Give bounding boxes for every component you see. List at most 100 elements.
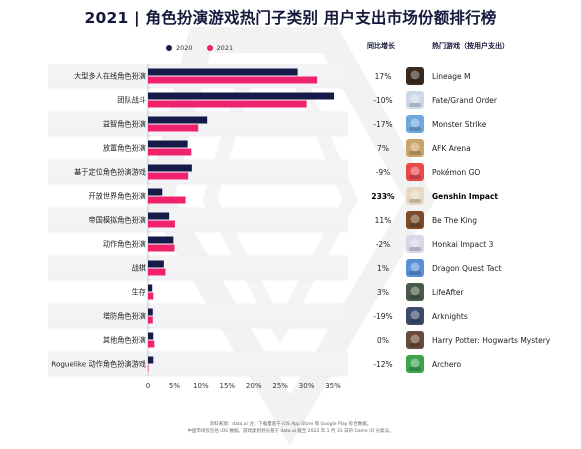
game-name: Monster Strike [432, 120, 487, 129]
category-label: 团队战斗 [117, 96, 146, 105]
bar-2021 [148, 124, 199, 132]
category-label: 塔防角色扮演 [103, 312, 146, 321]
row-band [48, 160, 348, 184]
page-title: 2021 | 角色扮演游戏热门子类别 用户支出市场份额排行榜 [84, 9, 497, 27]
genshin-impact-icon [406, 187, 424, 205]
game-name: Pokémon GO [432, 168, 481, 177]
category-label: 动作角色扮演 [103, 240, 146, 249]
games-header: 热门游戏（按用户支出） [432, 42, 509, 50]
game-name: Dragon Quest Tact [432, 264, 502, 273]
category-label: 益智角色扮演 [103, 120, 146, 129]
row-band [48, 64, 348, 88]
legend-item-2021: 2021 [206, 44, 234, 52]
x-tick-label: 0 [146, 382, 150, 390]
bar-2021 [148, 148, 192, 156]
bar-2021 [148, 364, 149, 372]
game-name: Honkai Impact 3 [432, 240, 494, 249]
bar-2021 [148, 76, 318, 84]
growth-value: 7% [377, 144, 389, 153]
category-label: 大型多人在线角色扮演 [74, 72, 146, 81]
legend-swatch-2020 [166, 45, 172, 51]
row-band [48, 112, 348, 136]
growth-value: -12% [373, 360, 393, 369]
bar-2020 [148, 212, 170, 220]
bar-2021 [148, 172, 189, 180]
game-name: AFK Arena [432, 144, 471, 153]
category-label: Roguelike 动作角色扮演游戏 [51, 360, 146, 369]
growth-value: 17% [374, 72, 392, 81]
x-tick-label: 30% [299, 382, 315, 390]
game-name: Fate/Grand Order [432, 96, 498, 105]
source-note-line-1: 资料来源：data.ai 注：下载量基于 iOS App Store 和 Goo… [209, 422, 372, 427]
harry-potter-icon [406, 331, 424, 349]
category-label: 生存 [132, 288, 146, 297]
bar-2020 [148, 68, 298, 76]
game-name: Be The King [432, 216, 477, 225]
legend-label-2021: 2021 [216, 44, 234, 52]
bar-2020 [148, 308, 153, 316]
bar-2021 [148, 316, 153, 324]
growth-value: 3% [377, 288, 389, 297]
bar-2020 [148, 116, 208, 124]
row-band [48, 256, 348, 280]
bar-2021 [148, 292, 154, 300]
x-tick-label: 10% [193, 382, 209, 390]
category-label: 基于定位角色扮演游戏 [74, 168, 146, 177]
bar-2020 [148, 260, 164, 268]
growth-value: 1% [377, 264, 389, 273]
bar-2021 [148, 196, 186, 204]
category-label: 战棋 [132, 264, 146, 273]
game-name: Archero [432, 360, 462, 369]
fate-grand-order-icon [406, 91, 424, 109]
growth-value: -10% [373, 96, 393, 105]
be-the-king-icon [406, 211, 424, 229]
bar-2021 [148, 340, 155, 348]
growth-value: 11% [374, 216, 392, 225]
growth-header: 同比增长 [367, 42, 395, 50]
growth-value: -19% [373, 312, 393, 321]
category-label: 开放世界角色扮演 [88, 192, 146, 201]
bar-2020 [148, 356, 154, 364]
growth-value: -17% [373, 120, 393, 129]
bar-2021 [148, 220, 175, 228]
row-band [48, 352, 348, 376]
game-name: Genshin Impact [432, 192, 498, 201]
x-tick-label: 20% [246, 382, 262, 390]
bar-2021 [148, 244, 175, 252]
game-name: Arknights [432, 312, 468, 321]
legend: 2020 2021 [166, 44, 233, 52]
growth-value: -2% [375, 240, 391, 249]
bar-2020 [148, 332, 154, 340]
legend-label-2020: 2020 [176, 44, 193, 52]
legend-swatch-2021 [206, 45, 213, 51]
lineage-m-icon [406, 67, 424, 85]
game-name: Harry Potter: Hogwarts Mystery [432, 336, 551, 345]
honkai-impact-3-icon [406, 235, 424, 253]
bar-2020 [148, 188, 163, 196]
category-label: 放置角色扮演 [103, 144, 146, 153]
row-band [48, 208, 348, 232]
archero-icon [406, 355, 424, 373]
afk-arena-icon [406, 139, 424, 157]
bar-2020 [148, 92, 335, 100]
growth-value: 0% [377, 336, 389, 345]
game-name: Lineage M [432, 72, 471, 81]
x-tick-label: 15% [220, 382, 236, 390]
bar-2020 [148, 236, 174, 244]
pokemon-go-icon [406, 163, 424, 181]
x-tick-label: 35% [325, 382, 341, 390]
game-name: LifeAfter [432, 288, 464, 297]
bar-2021 [148, 268, 166, 276]
bar-2020 [148, 140, 188, 148]
dragon-quest-tact-icon [406, 259, 424, 277]
legend-item-2020: 2020 [166, 44, 193, 52]
bar-2020 [148, 284, 153, 292]
category-label: 帝国模拟角色扮演 [88, 216, 146, 225]
lifeafter-icon [406, 283, 424, 301]
bar-2020 [148, 164, 192, 172]
x-tick-label: 25% [272, 382, 288, 390]
row-band [48, 304, 348, 328]
growth-value: 233% [371, 192, 395, 201]
category-label: 其他角色扮演 [103, 336, 146, 345]
